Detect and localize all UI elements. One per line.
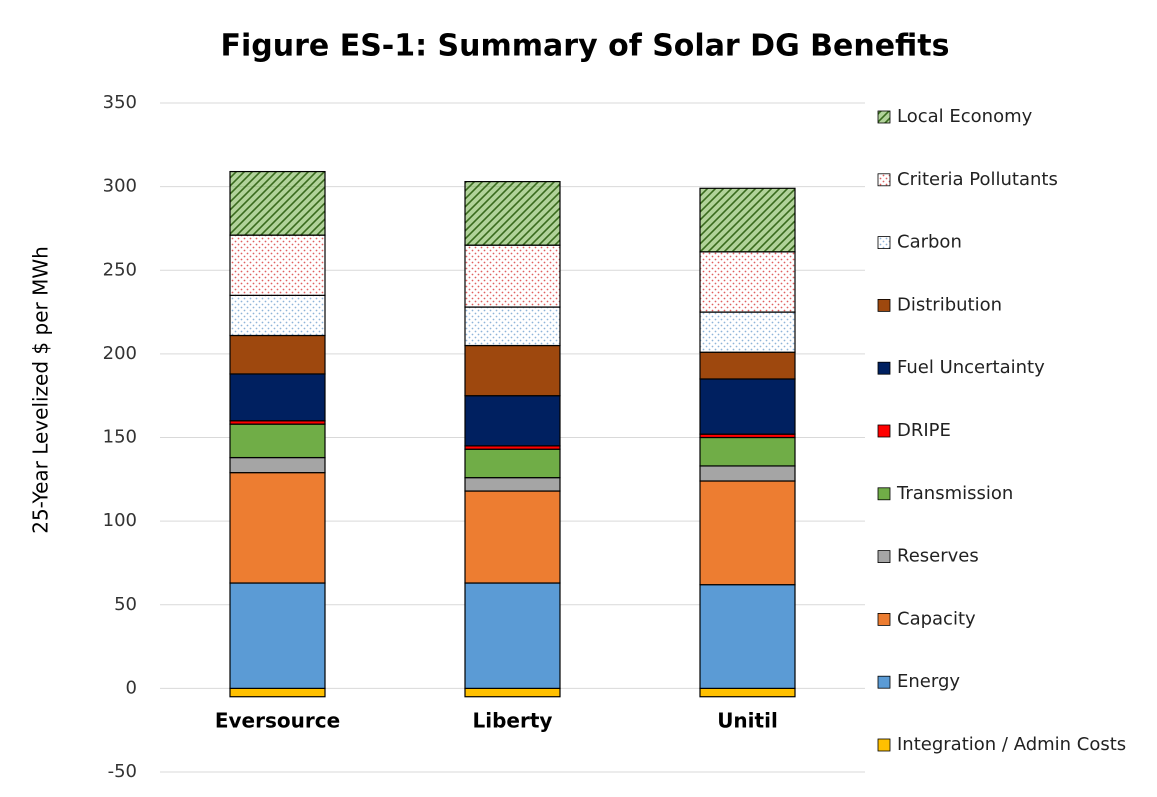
legend-swatch <box>877 298 891 312</box>
bar-segment <box>229 234 326 296</box>
y-tick-label: 200 <box>103 343 137 364</box>
legend-swatch <box>877 613 891 626</box>
legend-label: Criteria Pollutants <box>897 169 1058 190</box>
legend-label: Fuel Uncertainty <box>897 357 1045 378</box>
bar-segment <box>464 490 561 584</box>
bar-segment <box>229 294 326 337</box>
legend-label: Energy <box>897 671 960 692</box>
legend-swatch <box>877 738 891 752</box>
bar-segment <box>229 334 326 375</box>
bar-segment <box>229 582 326 689</box>
y-tick-label: 150 <box>103 427 137 448</box>
legend-swatch <box>877 424 891 438</box>
bar-segment <box>699 311 796 353</box>
legend-label: DRIPE <box>897 420 951 441</box>
y-axis-label: 25-Year Levelized $ per MWh <box>29 246 53 534</box>
legend-swatch <box>877 550 891 563</box>
bar-segment <box>699 584 796 689</box>
x-tick-label: Eversource <box>215 709 340 733</box>
bar-segment <box>229 472 326 584</box>
legend-swatch <box>877 361 891 375</box>
bar-segment <box>464 181 561 246</box>
legend-label: Local Economy <box>897 106 1033 127</box>
bar-segment <box>229 456 326 474</box>
bar-segment <box>464 395 561 447</box>
bar-segment <box>699 465 796 482</box>
legend-swatch <box>877 173 891 187</box>
bar-segment <box>229 423 326 459</box>
bar-segment <box>699 251 796 313</box>
bar-segment <box>464 448 561 479</box>
y-tick-label: 250 <box>103 259 137 280</box>
x-tick-label: Liberty <box>473 709 553 733</box>
bar-segment <box>229 687 326 698</box>
bar-segment <box>699 378 796 435</box>
legend-swatch <box>877 110 891 124</box>
y-tick-label: 100 <box>103 510 137 531</box>
bar-segment <box>699 687 796 698</box>
bar-segment <box>699 351 796 380</box>
bar-segment <box>464 582 561 689</box>
y-tick-label: 50 <box>114 594 137 615</box>
bar-segment <box>464 344 561 397</box>
bar-segment <box>464 477 561 492</box>
legend-swatch <box>877 675 891 689</box>
legend-label: Capacity <box>897 608 976 629</box>
bar-segment <box>229 170 326 236</box>
legend-swatch <box>877 487 891 501</box>
legend-swatch <box>877 236 891 250</box>
bar-segment <box>229 373 326 422</box>
legend-label: Transmission <box>896 483 1013 504</box>
bar-segment <box>464 306 561 347</box>
bar-segment <box>699 480 796 586</box>
chart-title: Figure ES-1: Summary of Solar DG Benefit… <box>221 29 950 64</box>
bar-segment <box>464 244 561 308</box>
x-tick-label: Unitil <box>717 709 778 733</box>
legend-label: Distribution <box>897 294 1002 315</box>
legend-label: Carbon <box>897 232 962 253</box>
y-tick-label: 0 <box>126 677 137 698</box>
y-tick-label: -50 <box>108 761 137 782</box>
bar-segment <box>699 187 796 253</box>
bar-segment <box>464 687 561 698</box>
bar-segment <box>699 436 796 467</box>
y-tick-label: 300 <box>103 176 137 197</box>
y-tick-label: 350 <box>103 92 137 113</box>
legend-label: Reserves <box>897 546 979 567</box>
legend-label: Integration / Admin Costs <box>897 734 1126 755</box>
